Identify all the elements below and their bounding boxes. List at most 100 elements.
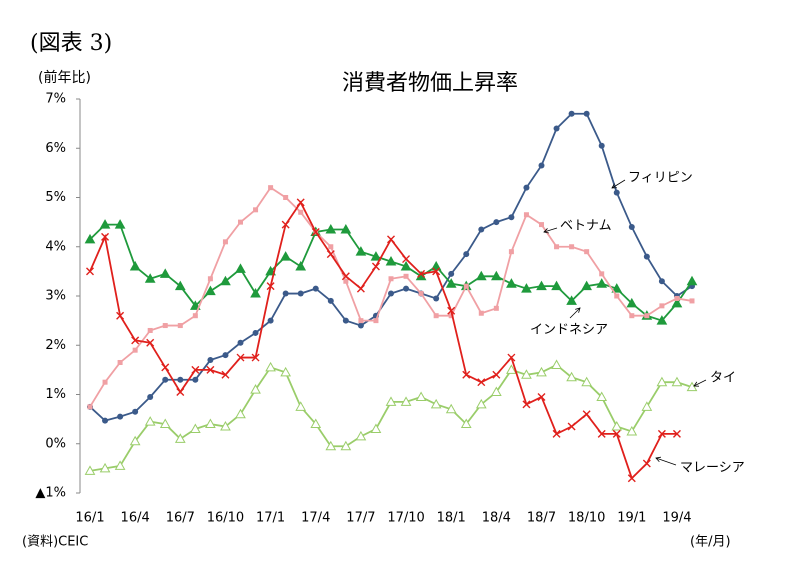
marker xyxy=(99,219,111,229)
y-tick-label: 2% xyxy=(45,338,66,353)
marker xyxy=(432,267,441,276)
marker xyxy=(445,403,457,414)
marker xyxy=(611,283,623,293)
marker xyxy=(477,378,486,387)
marker xyxy=(388,290,394,297)
marker xyxy=(671,376,683,387)
marker xyxy=(598,142,605,149)
marker xyxy=(492,370,501,379)
marker xyxy=(131,336,140,345)
label-arrow xyxy=(655,457,677,466)
marker xyxy=(144,273,156,283)
marker xyxy=(343,278,349,284)
marker xyxy=(281,220,290,229)
marker xyxy=(417,269,426,278)
label-arrowhead xyxy=(543,228,549,234)
marker xyxy=(101,232,110,241)
marker xyxy=(475,270,487,281)
y-tick-label: ▲1% xyxy=(35,486,66,501)
marker xyxy=(583,110,590,117)
marker xyxy=(192,376,199,383)
x-tick-label: 17/10 xyxy=(387,511,424,526)
marker xyxy=(282,290,289,297)
marker xyxy=(611,420,623,431)
marker xyxy=(433,295,440,302)
marker xyxy=(84,465,96,475)
marker xyxy=(147,327,153,333)
label-arrow xyxy=(569,307,581,319)
marker xyxy=(102,417,109,424)
marker xyxy=(626,425,638,436)
marker xyxy=(644,313,650,319)
x-tick-label: 17/7 xyxy=(346,511,375,526)
marker xyxy=(86,267,94,276)
marker xyxy=(597,429,606,438)
label-arrowhead xyxy=(611,183,618,189)
marker xyxy=(328,244,334,250)
marker xyxy=(643,253,650,260)
marker xyxy=(400,260,412,271)
marker xyxy=(539,222,544,228)
marker xyxy=(207,276,213,282)
marker xyxy=(222,352,229,359)
marker xyxy=(490,270,502,281)
marker xyxy=(686,381,698,392)
marker xyxy=(686,275,698,286)
marker xyxy=(311,227,320,236)
marker xyxy=(447,306,456,315)
marker xyxy=(613,189,620,196)
marker xyxy=(147,393,154,400)
y-tick-label: 0% xyxy=(45,436,66,451)
marker xyxy=(403,273,409,279)
marker xyxy=(430,398,442,409)
series-label: フィリピン xyxy=(628,171,693,186)
marker xyxy=(523,212,529,218)
marker xyxy=(132,408,139,415)
x-tick-label: 18/1 xyxy=(437,511,466,526)
x-tick-label: 16/7 xyxy=(166,511,195,526)
series-label: マレーシア xyxy=(680,461,745,476)
marker xyxy=(430,260,442,271)
marker xyxy=(84,233,96,244)
marker xyxy=(521,283,532,293)
label-arrowhead xyxy=(655,456,661,462)
marker xyxy=(460,418,472,429)
marker xyxy=(325,223,337,234)
marker xyxy=(116,311,125,320)
y-tick-label: 6% xyxy=(45,141,66,156)
x-tick-label: 18/7 xyxy=(527,511,556,526)
marker xyxy=(627,474,636,483)
marker xyxy=(522,400,531,409)
marker xyxy=(189,300,201,310)
marker xyxy=(342,317,349,324)
marker xyxy=(656,315,668,325)
marker xyxy=(251,353,260,362)
x-tick-label: 16/1 xyxy=(75,511,104,526)
marker xyxy=(295,401,307,411)
marker xyxy=(523,184,530,191)
marker xyxy=(462,370,471,379)
y-tick-label: 4% xyxy=(45,239,66,254)
label-arrow xyxy=(543,227,558,233)
y-tick-label: 7% xyxy=(45,92,66,107)
marker xyxy=(325,440,337,451)
y-axis-label: (前年比) xyxy=(38,69,91,86)
series-line xyxy=(89,200,677,480)
marker xyxy=(628,224,635,231)
marker xyxy=(252,329,259,336)
marker xyxy=(238,219,243,225)
marker xyxy=(146,338,155,347)
marker xyxy=(672,429,681,438)
marker xyxy=(356,284,365,293)
marker xyxy=(478,226,485,233)
marker xyxy=(221,370,230,379)
marker xyxy=(265,265,276,276)
marker xyxy=(656,376,668,387)
marker xyxy=(189,423,201,433)
marker xyxy=(506,278,517,288)
marker xyxy=(192,313,198,319)
marker xyxy=(538,162,545,169)
x-tick-label: 16/10 xyxy=(207,511,244,526)
marker xyxy=(310,418,322,429)
series-label: ベトナム xyxy=(560,219,612,234)
